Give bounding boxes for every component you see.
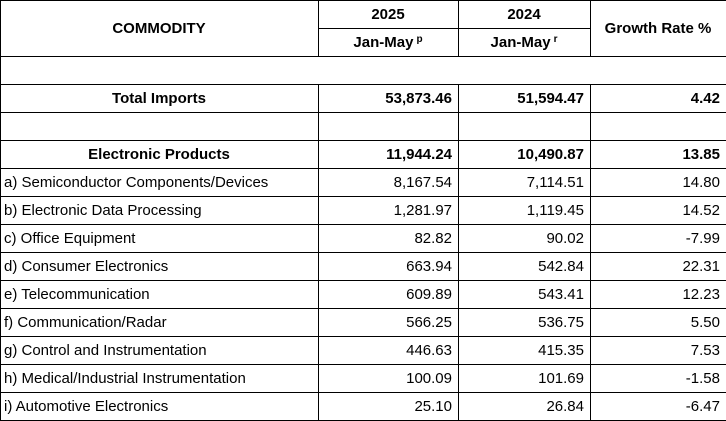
blank-row: [1, 113, 726, 141]
total-imports-2024: 51,594.47: [459, 85, 591, 113]
value-2025: 566.25: [319, 309, 459, 337]
total-imports-growth: 4.42: [591, 85, 726, 113]
blank-cell: [319, 113, 459, 141]
header-commodity: COMMODITY: [1, 1, 319, 57]
electronic-products-2024: 10,490.87: [459, 141, 591, 169]
total-imports-label: Total Imports: [1, 85, 319, 113]
commodity-label: a) Semiconductor Components/Devices: [1, 169, 319, 197]
value-2024: 415.35: [459, 337, 591, 365]
value-2024: 543.41: [459, 281, 591, 309]
table-row: d) Consumer Electronics 663.94 542.84 22…: [1, 253, 726, 281]
growth-rate: -7.99: [591, 225, 726, 253]
value-2024: 90.02: [459, 225, 591, 253]
value-2025: 663.94: [319, 253, 459, 281]
growth-rate: 22.31: [591, 253, 726, 281]
spacer-row: [1, 57, 726, 85]
commodity-label: e) Telecommunication: [1, 281, 319, 309]
value-2024: 26.84: [459, 393, 591, 421]
total-imports-2025: 53,873.46: [319, 85, 459, 113]
commodity-label: g) Control and Instrumentation: [1, 337, 319, 365]
blank-cell: [459, 113, 591, 141]
value-2024: 101.69: [459, 365, 591, 393]
commodity-label: d) Consumer Electronics: [1, 253, 319, 281]
revised-note: r: [554, 34, 558, 45]
value-2024: 1,119.45: [459, 197, 591, 225]
electronic-products-row: Electronic Products 11,944.24 10,490.87 …: [1, 141, 726, 169]
value-2025: 82.82: [319, 225, 459, 253]
electronic-products-2025: 11,944.24: [319, 141, 459, 169]
value-2025: 100.09: [319, 365, 459, 393]
value-2024: 7,114.51: [459, 169, 591, 197]
growth-rate: -6.47: [591, 393, 726, 421]
growth-rate: -1.58: [591, 365, 726, 393]
growth-rate: 5.50: [591, 309, 726, 337]
growth-rate: 12.23: [591, 281, 726, 309]
value-2024: 536.75: [459, 309, 591, 337]
table-row: a) Semiconductor Components/Devices 8,16…: [1, 169, 726, 197]
table-row: i) Automotive Electronics 25.10 26.84 -6…: [1, 393, 726, 421]
spacer-cell: [1, 57, 726, 85]
preliminary-note: p: [416, 34, 422, 45]
blank-cell: [1, 113, 319, 141]
value-2025: 446.63: [319, 337, 459, 365]
period-label: Jan-May: [353, 34, 413, 51]
commodity-label: b) Electronic Data Processing: [1, 197, 319, 225]
header-row-years: COMMODITY 2025 2024 Growth Rate %: [1, 1, 726, 29]
header-2024-year: 2024: [459, 1, 591, 29]
electronic-products-label: Electronic Products: [1, 141, 319, 169]
electronic-products-growth: 13.85: [591, 141, 726, 169]
commodity-label: i) Automotive Electronics: [1, 393, 319, 421]
table-row: f) Communication/Radar 566.25 536.75 5.5…: [1, 309, 726, 337]
table-row: h) Medical/Industrial Instrumentation 10…: [1, 365, 726, 393]
table-row: e) Telecommunication 609.89 543.41 12.23: [1, 281, 726, 309]
value-2025: 25.10: [319, 393, 459, 421]
value-2025: 8,167.54: [319, 169, 459, 197]
blank-cell: [591, 113, 726, 141]
value-2025: 609.89: [319, 281, 459, 309]
commodity-label: f) Communication/Radar: [1, 309, 319, 337]
growth-rate: 14.52: [591, 197, 726, 225]
growth-rate: 7.53: [591, 337, 726, 365]
header-growth-rate: Growth Rate %: [591, 1, 726, 57]
header-2025-year: 2025: [319, 1, 459, 29]
value-2025: 1,281.97: [319, 197, 459, 225]
table-row: g) Control and Instrumentation 446.63 41…: [1, 337, 726, 365]
table-row: b) Electronic Data Processing 1,281.97 1…: [1, 197, 726, 225]
commodity-label: h) Medical/Industrial Instrumentation: [1, 365, 319, 393]
table-row: c) Office Equipment 82.82 90.02 -7.99: [1, 225, 726, 253]
growth-rate: 14.80: [591, 169, 726, 197]
period-label: Jan-May: [491, 34, 551, 51]
total-imports-row: Total Imports 53,873.46 51,594.47 4.42: [1, 85, 726, 113]
commodity-label: c) Office Equipment: [1, 225, 319, 253]
value-2024: 542.84: [459, 253, 591, 281]
